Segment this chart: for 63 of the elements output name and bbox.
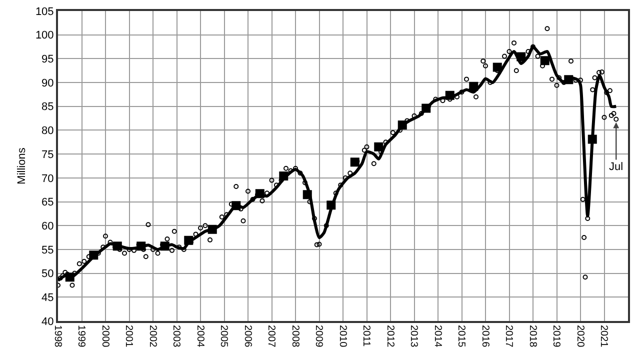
point (350, 158, 360, 167)
y-tick-label: 85 (42, 101, 54, 114)
x-tick-label: 2011 (360, 325, 372, 347)
x-tick-label: 2020 (574, 325, 586, 348)
point (588, 134, 597, 144)
point (112, 242, 122, 251)
x-tick-label: 2007 (266, 325, 276, 348)
x-tick-label: 2017 (503, 325, 514, 348)
x-tick-label: 2003 (170, 325, 182, 348)
y-tick-label: 60 (42, 220, 54, 232)
x-tick-label: 2000 (99, 325, 110, 348)
point (445, 90, 454, 100)
x-tick-label: 2005 (218, 325, 229, 348)
y-tick-label: 100 (35, 30, 54, 42)
x-tick-label: 2008 (289, 325, 300, 348)
y-tick-label: 45 (42, 292, 54, 304)
x-tick-label: 2012 (384, 325, 396, 348)
y-tick-label: 65 (42, 196, 54, 209)
y-tick-label: 40 (42, 316, 54, 328)
x-tick-label: 2009 (313, 325, 324, 348)
y-tick-label: 50 (42, 268, 54, 280)
y-tick-label: 105 (35, 6, 54, 18)
y-tick-label: 55 (42, 244, 54, 256)
point (208, 224, 217, 234)
x-tick-label: 1998 (52, 325, 63, 348)
x-tick-label: 2002 (146, 325, 158, 348)
point (65, 272, 74, 282)
point (184, 236, 194, 245)
x-tick-label: 2014 (432, 325, 443, 348)
x-tick-label: 2021 (598, 325, 609, 348)
point (232, 201, 241, 210)
y-axis-title: Millions (16, 147, 28, 184)
point (89, 250, 98, 260)
point (136, 242, 146, 251)
y-tick-label: 70 (42, 172, 54, 185)
point (492, 62, 502, 72)
point (374, 142, 384, 152)
x-tick-label: 2018 (526, 325, 538, 348)
x-tick-label: 2016 (479, 325, 490, 348)
y-tick-label: 90 (42, 77, 54, 90)
annotation: Jul (609, 161, 624, 173)
point (302, 190, 312, 200)
y-tick-label: 75 (42, 148, 54, 161)
x-tick-label: 2004 (194, 325, 206, 348)
x-tick-label: 2015 (456, 325, 466, 348)
point (469, 82, 478, 91)
point (160, 242, 170, 251)
x-tick-label: 2013 (408, 325, 419, 348)
point (398, 120, 407, 130)
point (422, 104, 431, 113)
x-tick-label: 2010 (336, 325, 348, 348)
x-tick-label: 2019 (550, 325, 562, 348)
x-tick-label: 1999 (76, 325, 86, 348)
point (326, 200, 336, 210)
point (564, 75, 574, 84)
point (540, 56, 550, 66)
point (255, 189, 264, 198)
point (279, 172, 288, 181)
y-tick-label: 80 (42, 125, 54, 138)
y-tick-label: 95 (42, 54, 54, 66)
x-tick-label: 2001 (123, 325, 134, 348)
point (516, 52, 526, 62)
x-tick-label: 2006 (242, 325, 253, 348)
